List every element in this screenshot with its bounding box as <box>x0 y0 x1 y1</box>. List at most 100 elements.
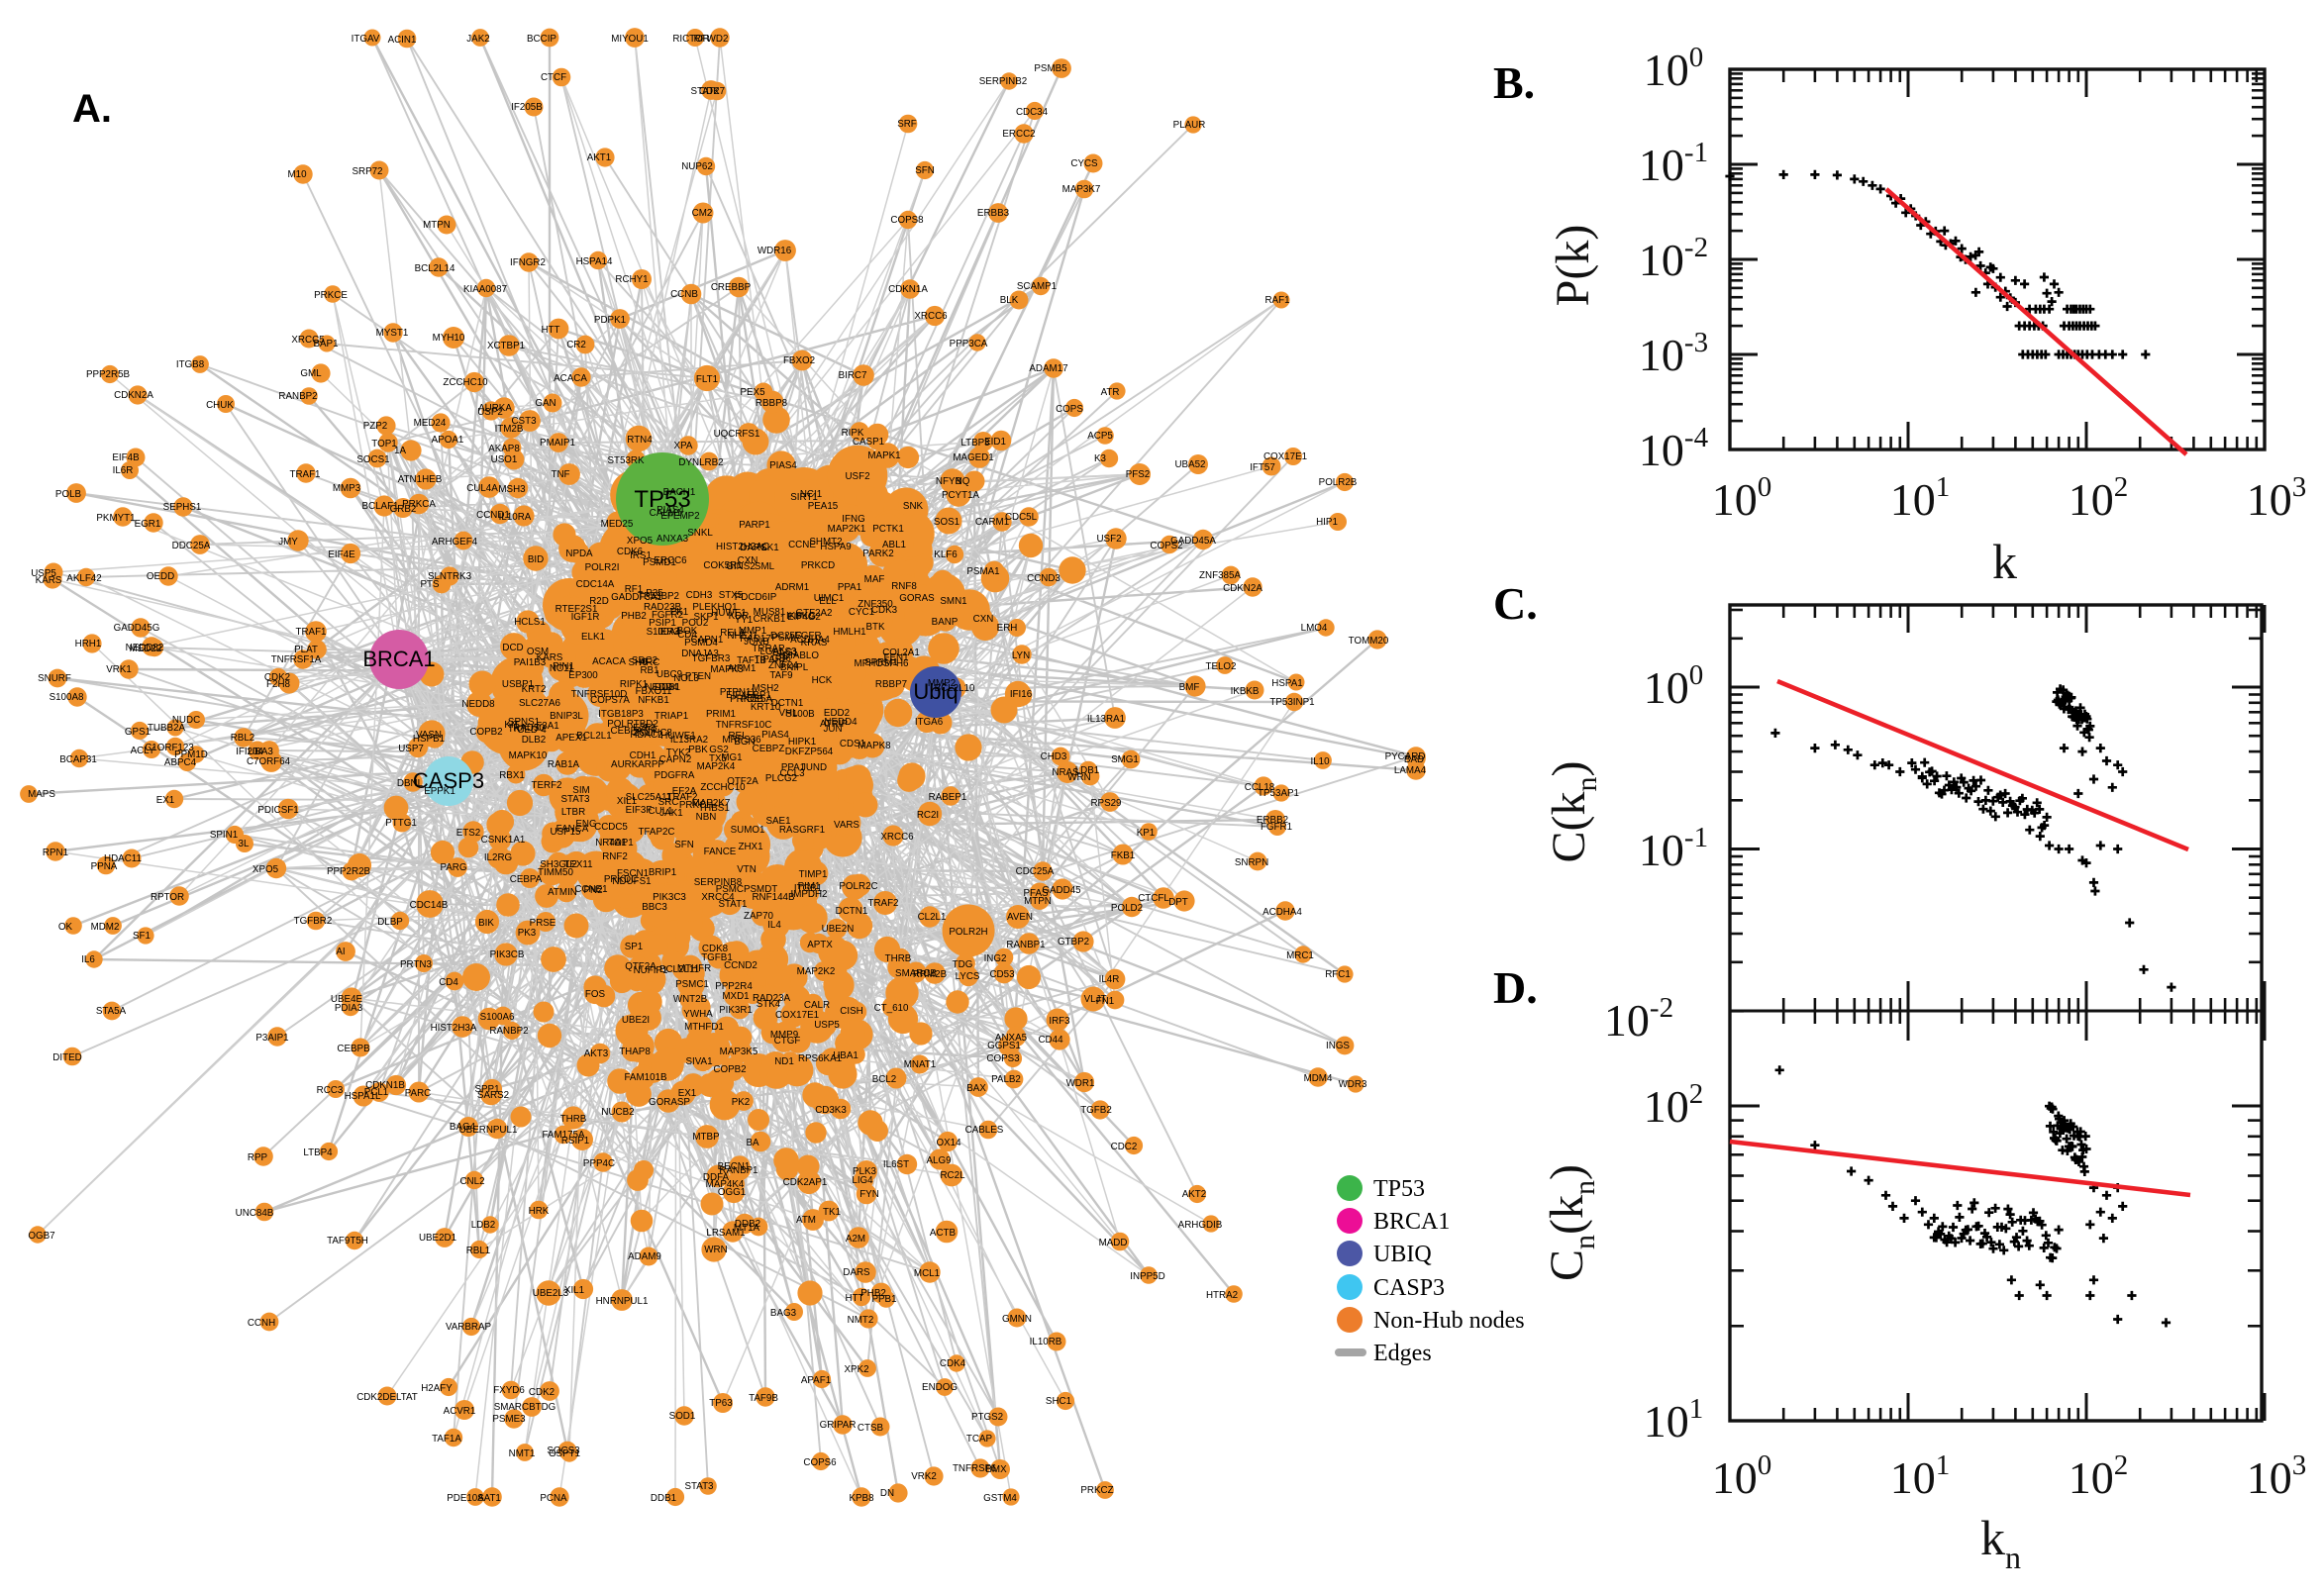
svg-text:PEX5: PEX5 <box>740 387 765 398</box>
svg-text:NUP62: NUP62 <box>681 161 713 172</box>
svg-text:PSMC1: PSMC1 <box>675 979 709 990</box>
svg-text:SRP72: SRP72 <box>352 166 382 177</box>
svg-text:RBBP7: RBBP7 <box>875 679 907 690</box>
svg-text:KDR: KDR <box>729 611 750 622</box>
svg-text:CDC25A: CDC25A <box>1016 866 1055 877</box>
svg-text:CTSB: CTSB <box>858 1423 884 1434</box>
svg-text:ADAM9: ADAM9 <box>628 1251 661 1262</box>
svg-text:RFWD2: RFWD2 <box>694 34 729 45</box>
svg-text:RC2I: RC2I <box>917 810 939 821</box>
svg-text:MXD1: MXD1 <box>722 991 749 1002</box>
svg-text:RIPK: RIPK <box>842 428 864 439</box>
svg-text:BAD: BAD <box>1404 754 1424 765</box>
svg-text:ATRIP: ATRIP <box>820 719 849 730</box>
svg-text:LGALS3: LGALS3 <box>759 647 797 657</box>
svg-text:GPS1: GPS1 <box>125 727 151 738</box>
svg-text:PARK2: PARK2 <box>862 549 893 559</box>
svg-text:XPO5: XPO5 <box>252 864 279 875</box>
svg-text:MAPK3: MAPK3 <box>710 664 744 675</box>
svg-text:ZCCHC8: ZCCHC8 <box>633 728 672 739</box>
svg-text:TP53BP2: TP53BP2 <box>638 591 679 602</box>
svg-text:CCND3: CCND3 <box>1027 573 1060 584</box>
svg-text:KIT: KIT <box>504 720 519 731</box>
svg-text:CAPN1: CAPN1 <box>691 635 724 646</box>
svg-text:BANP: BANP <box>932 617 959 628</box>
svg-text:FEN1: FEN1 <box>883 652 908 663</box>
svg-text:MMP3: MMP3 <box>333 483 361 494</box>
svg-text:CDK2: CDK2 <box>529 1387 555 1398</box>
svg-text:YWHA: YWHA <box>683 1009 713 1020</box>
svg-text:ING2: ING2 <box>984 953 1007 964</box>
svg-text:LMO4: LMO4 <box>1301 623 1328 634</box>
svg-text:PTPN11: PTPN11 <box>720 687 756 698</box>
svg-text:CASP3: CASP3 <box>413 768 484 793</box>
svg-text:A.: A. <box>72 87 112 131</box>
svg-text:CM2: CM2 <box>692 208 713 219</box>
svg-text:COX17E1: COX17E1 <box>775 1010 819 1021</box>
svg-text:ITGB8: ITGB8 <box>176 359 205 370</box>
svg-text:PFAS: PFAS <box>1023 888 1049 899</box>
svg-text:GRB2: GRB2 <box>390 504 417 515</box>
svg-text:BTK: BTK <box>865 622 885 633</box>
svg-text:PCNA: PCNA <box>540 1493 567 1504</box>
svg-text:WDR3: WDR3 <box>1339 1079 1367 1090</box>
svg-text:CDKN2A: CDKN2A <box>1223 583 1262 594</box>
svg-text:SPIN1: SPIN1 <box>210 830 238 841</box>
svg-text:IKBKB: IKBKB <box>1231 686 1260 697</box>
svg-text:HTT: HTT <box>845 1293 863 1304</box>
svg-text:GRIPAR: GRIPAR <box>820 1420 857 1431</box>
svg-text:DKFZP564: DKFZP564 <box>785 747 834 757</box>
svg-text:COPS3: COPS3 <box>986 1053 1020 1064</box>
svg-text:CXN: CXN <box>973 614 994 625</box>
svg-text:ITGB1: ITGB1 <box>794 883 822 894</box>
svg-text:TP53: TP53 <box>1373 1176 1425 1202</box>
svg-text:AURKARPP: AURKARPP <box>611 759 664 770</box>
svg-text:UBE2N: UBE2N <box>822 924 855 935</box>
svg-text:NUCB2: NUCB2 <box>601 1107 634 1118</box>
svg-text:THAP8: THAP8 <box>619 1047 651 1057</box>
svg-text:RNF2: RNF2 <box>602 851 628 862</box>
svg-text:SFN: SFN <box>674 840 694 850</box>
svg-text:MTPN: MTPN <box>423 220 451 231</box>
svg-text:BCL2L11: BCL2L11 <box>659 964 699 975</box>
svg-text:VLJT: VLJT <box>1084 994 1107 1005</box>
svg-text:Edges: Edges <box>1373 1341 1432 1366</box>
svg-text:ATMIN: ATMIN <box>548 887 577 898</box>
svg-text:ZCCHC10: ZCCHC10 <box>700 782 746 793</box>
svg-text:TRRAP: TRRAP <box>752 644 785 654</box>
svg-text:E2F1: E2F1 <box>633 723 656 734</box>
svg-text:VHL: VHL <box>778 708 798 719</box>
svg-text:COPB2: COPB2 <box>469 727 502 738</box>
svg-text:MNAT1: MNAT1 <box>904 1059 936 1070</box>
svg-text:FGFR2: FGFR2 <box>652 610 683 621</box>
svg-text:MG1: MG1 <box>721 752 742 763</box>
svg-text:UBE2L3: UBE2L3 <box>533 1288 569 1299</box>
svg-text:NEDD8: NEDD8 <box>461 699 495 710</box>
svg-text:AURKA: AURKA <box>478 403 512 414</box>
svg-text:MRC1: MRC1 <box>1286 950 1314 961</box>
svg-text:CDC14B: CDC14B <box>410 900 449 911</box>
svg-text:CDK4: CDK4 <box>940 1358 966 1369</box>
svg-text:CDK2: CDK2 <box>264 672 290 683</box>
svg-text:A2M: A2M <box>846 1234 865 1245</box>
svg-text:EDD2: EDD2 <box>824 708 850 719</box>
svg-text:PARG: PARG <box>440 862 466 873</box>
svg-text:APEX1: APEX1 <box>556 733 587 744</box>
svg-text:NUDC: NUDC <box>172 715 200 726</box>
svg-text:PK2: PK2 <box>732 1097 751 1108</box>
svg-text:SHMT2: SHMT2 <box>809 537 842 548</box>
svg-text:HCLS1: HCLS1 <box>514 617 546 628</box>
svg-text:RELA: RELA <box>720 628 746 639</box>
svg-text:FBXO11: FBXO11 <box>636 686 672 697</box>
svg-text:CDH1: CDH1 <box>630 750 656 761</box>
svg-text:HNRNPUL1: HNRNPUL1 <box>596 1296 649 1307</box>
svg-text:GINS2: GINS2 <box>726 561 755 572</box>
svg-text:CD53: CD53 <box>989 969 1015 980</box>
svg-text:RBX1: RBX1 <box>499 770 525 781</box>
svg-text:CCL3: CCL3 <box>779 768 805 779</box>
svg-text:ERCC2: ERCC2 <box>1002 129 1035 140</box>
svg-text:COL2A1: COL2A1 <box>882 648 920 658</box>
svg-text:STX5: STX5 <box>719 590 744 601</box>
svg-text:P(k): P(k) <box>1547 225 1599 307</box>
svg-text:NMT1: NMT1 <box>509 1448 536 1459</box>
